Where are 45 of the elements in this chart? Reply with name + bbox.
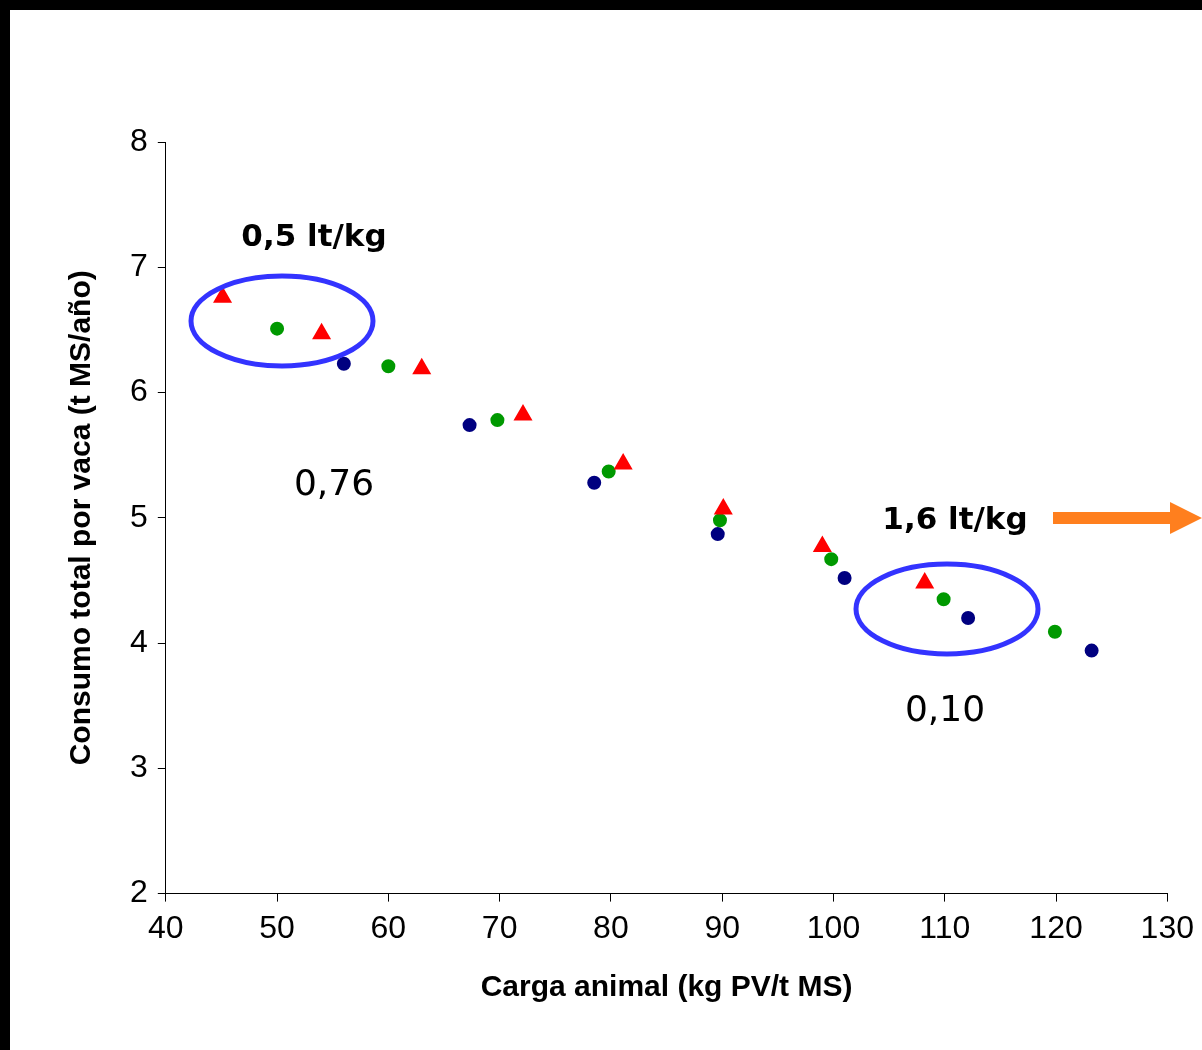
point bbox=[712, 513, 727, 528]
point bbox=[1047, 624, 1062, 639]
point bbox=[813, 536, 832, 553]
point bbox=[381, 359, 396, 374]
y-tick-label: 6 bbox=[130, 372, 148, 409]
point bbox=[961, 611, 976, 626]
x-tick-label: 60 bbox=[370, 908, 407, 945]
annotation: 0,5 lt/kg bbox=[241, 217, 387, 253]
x-tick-label: 70 bbox=[481, 908, 518, 945]
annotation: 0,10 bbox=[904, 687, 986, 729]
point bbox=[490, 413, 505, 428]
point bbox=[412, 358, 431, 375]
point bbox=[824, 552, 839, 567]
x-tick-label: 120 bbox=[1029, 908, 1083, 945]
point bbox=[601, 464, 616, 479]
y-tick-label: 7 bbox=[130, 247, 148, 284]
point bbox=[837, 570, 852, 585]
x-tick-label: 100 bbox=[806, 908, 861, 945]
x-tick-label: 80 bbox=[593, 908, 629, 945]
point bbox=[312, 323, 331, 340]
point bbox=[270, 321, 285, 336]
point bbox=[714, 499, 733, 515]
point bbox=[462, 418, 477, 433]
point bbox=[587, 475, 602, 490]
x-tick-label: 40 bbox=[148, 908, 184, 945]
y-axis-title: Consumo total por vaca (t MS/año) bbox=[63, 270, 97, 766]
y-tick-label: 3 bbox=[130, 748, 148, 785]
point bbox=[614, 453, 632, 470]
y-tick-label: 5 bbox=[130, 497, 148, 534]
y-tick-label: 8 bbox=[130, 121, 148, 158]
point bbox=[336, 356, 351, 371]
x-axis-title: Carga animal (kg PV/t MS) bbox=[480, 969, 853, 1003]
point bbox=[710, 527, 725, 542]
point bbox=[213, 287, 232, 303]
annotation: 1,6 lt/kg bbox=[882, 500, 1028, 536]
x-tick-label: 50 bbox=[259, 908, 295, 945]
y-tick-label: 4 bbox=[130, 622, 148, 659]
point bbox=[514, 405, 532, 421]
x-tick-label: 90 bbox=[704, 908, 740, 945]
y-tick-label: 2 bbox=[130, 873, 148, 910]
annotation: 0,76 bbox=[293, 461, 375, 503]
point bbox=[936, 592, 951, 607]
point bbox=[1084, 643, 1099, 658]
x-tick-label: 130 bbox=[1140, 908, 1194, 945]
x-tick-label: 110 bbox=[919, 908, 971, 945]
